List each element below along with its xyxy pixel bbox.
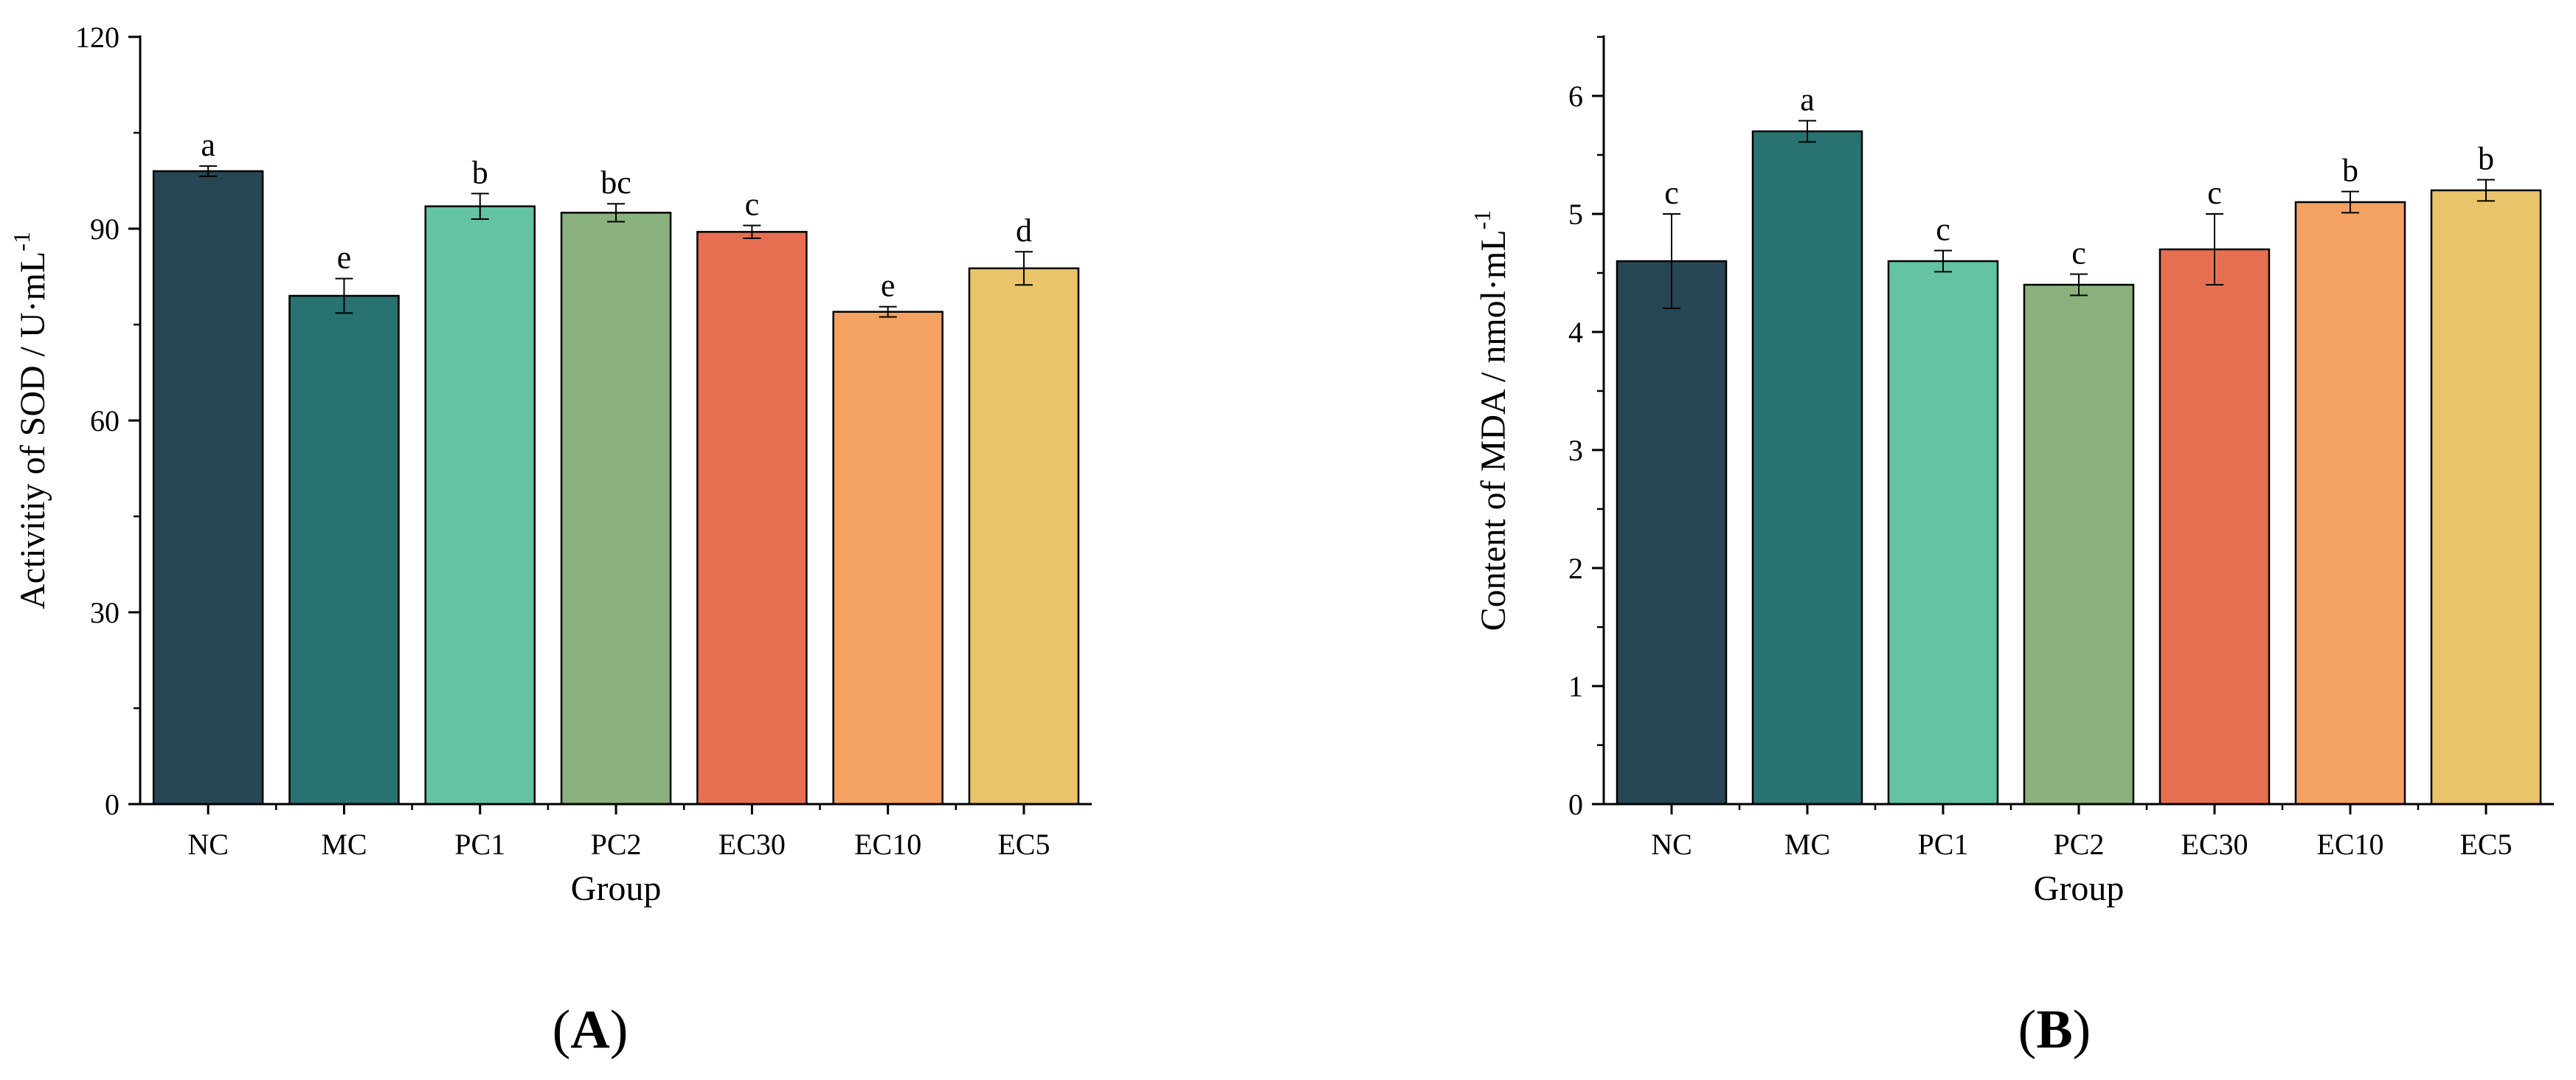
error-bar-ec30 (743, 224, 761, 239)
significance-letter-ec10: b (2342, 153, 2358, 189)
y-tick-label: 60 (90, 404, 120, 437)
x-tick-label-pc1: PC1 (1918, 828, 1969, 861)
error-bar-group (199, 165, 1033, 318)
bar-nc (1616, 260, 1728, 806)
y-tick-label: 120 (75, 21, 120, 54)
significance-letter-ec30: c (2207, 175, 2222, 211)
y-tick-labels: 0 30 60 90 120 (75, 21, 120, 821)
x-tick-label-pc2: PC2 (591, 828, 642, 861)
y-tick-label: 30 (90, 596, 120, 629)
panel-label: (B) (2018, 1000, 2091, 1060)
x-tick-labels: NC MC PC1 PC2 EC30 EC10 EC5 (1651, 828, 2512, 861)
error-bar-ec5 (1014, 251, 1033, 286)
error-bar-nc (199, 165, 218, 177)
x-tick-label-ec5: EC5 (2459, 828, 2512, 861)
y-tick-labels: 0 1 2 3 4 5 6 (1568, 80, 1583, 821)
bar-group (152, 170, 1080, 806)
x-tick-label-ec10: EC10 (2316, 828, 2383, 861)
bar-ec30 (2158, 248, 2271, 806)
bar-ec10 (2294, 201, 2406, 806)
error-bar-pc1 (1934, 249, 1952, 273)
bar-pc2 (560, 212, 672, 806)
y-axis-label-superscript: -1 (1469, 210, 1495, 230)
chart-panel-a: a e b bc c e d 0 30 60 90 120 NC MC PC1 PC2 EC30 EC10 EC… (8, 21, 1092, 1060)
y-tick-label: 3 (1568, 434, 1583, 467)
chart-panel-b: c a c c c b b 0 1 2 3 4 5 6 NC MC PC1 PC2 EC30 EC10 EC5 Co… (1469, 35, 2554, 1060)
significance-letter-ec5: d (1016, 212, 1032, 249)
x-axis-label: Group (2034, 869, 2125, 908)
significance-letter-nc: a (201, 127, 215, 163)
bar-ec30 (696, 231, 808, 806)
bar-ec5 (2430, 189, 2542, 806)
significance-letter-pc2: bc (600, 165, 631, 201)
bar-ec5 (968, 267, 1080, 806)
error-bar-mc (335, 277, 353, 314)
x-tick-labels: NC MC PC1 PC2 EC30 EC10 EC5 (187, 828, 1050, 861)
x-tick-label-nc: NC (1651, 828, 1692, 861)
x-tick-label-pc1: PC1 (454, 828, 505, 861)
bar-ec10 (832, 311, 944, 806)
error-bar-pc1 (471, 193, 489, 220)
x-tick-label-ec5: EC5 (997, 828, 1050, 861)
x-tick-label-ec30: EC30 (2181, 828, 2248, 861)
y-tick-label: 5 (1568, 198, 1583, 231)
x-tick-label-mc: MC (1784, 828, 1830, 861)
y-tick-label: 2 (1568, 552, 1583, 585)
error-bar-mc (1798, 120, 1816, 143)
error-bar-pc2 (607, 203, 626, 223)
significance-letter-group: a e b bc c e d (201, 127, 1032, 304)
panel-label-letter: A (570, 1000, 609, 1060)
panel-label: (A) (553, 1000, 629, 1060)
significance-letter-pc1: b (472, 154, 488, 190)
significance-letter-ec10: e (881, 268, 896, 304)
x-tick-label-ec10: EC10 (854, 828, 921, 861)
x-tick-label-ec30: EC30 (719, 828, 786, 861)
axes (128, 35, 1092, 814)
bar-mc (1751, 130, 1863, 806)
x-tick-label-mc: MC (321, 828, 367, 861)
y-tick-label: 0 (1568, 788, 1583, 821)
error-bar-ec10 (879, 305, 897, 318)
y-axis-label-base: Content of MDA / nmol·mL (1474, 229, 1513, 631)
x-tick-label-nc: NC (187, 828, 229, 861)
significance-letter-ec30: c (745, 187, 760, 223)
y-axis-label: Activitiy of SOD / U·mL-1 (8, 232, 52, 609)
bar-pc1 (424, 205, 536, 806)
bar-pc1 (1887, 260, 1999, 806)
bar-pc2 (2023, 283, 2135, 806)
y-tick-label: 90 (90, 212, 120, 246)
bar-nc (152, 170, 264, 806)
significance-letter-pc2: c (2071, 235, 2086, 271)
significance-letter-mc: a (1800, 82, 1815, 118)
y-tick-label: 1 (1568, 670, 1583, 703)
y-tick-label: 6 (1568, 80, 1583, 113)
significance-letter-group: c a c c c b b (1664, 82, 2494, 271)
error-bar-ec5 (2477, 179, 2495, 202)
error-bar-group (1663, 120, 2495, 309)
x-tick-label-pc2: PC2 (2054, 828, 2105, 861)
panel-label-letter: B (2036, 1000, 2072, 1060)
significance-letter-ec5: b (2478, 141, 2494, 177)
error-bar-ec30 (2206, 213, 2223, 285)
error-bar-ec10 (2341, 190, 2359, 214)
y-tick-label: 4 (1568, 316, 1583, 349)
y-axis-label: Content of MDA / nmol·mL-1 (1469, 210, 1513, 631)
bar-group (1616, 130, 2542, 806)
x-axis-label: Group (571, 869, 662, 908)
axes (1592, 35, 2554, 814)
bar-mc (288, 294, 400, 806)
error-bar-nc (1663, 213, 1680, 309)
error-bar-pc2 (2070, 273, 2088, 297)
significance-letter-nc: c (1664, 175, 1679, 211)
y-tick-label: 0 (105, 788, 120, 821)
y-axis-label-superscript: -1 (8, 232, 35, 252)
significance-letter-pc1: c (1936, 212, 1950, 248)
significance-letter-mc: e (337, 240, 352, 276)
y-axis-label-base: Activitiy of SOD / U·mL (13, 252, 52, 609)
